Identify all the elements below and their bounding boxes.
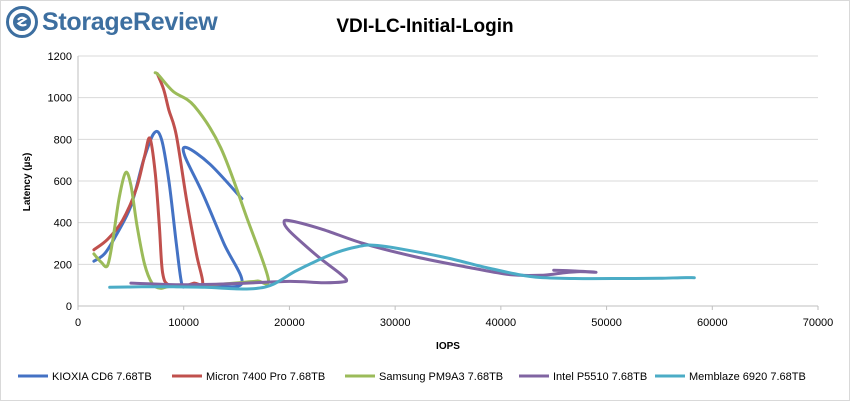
y-tick-label: 600	[54, 176, 72, 188]
chart-title: VDI-LC-Initial-Login	[336, 16, 513, 37]
y-tick-label: 0	[66, 301, 72, 313]
storagereview-logo-icon	[6, 6, 38, 38]
legend: KIOXIA CD6 7.68TB Micron 7400 Pro 7.68TB S…	[18, 371, 806, 383]
x-tick-label: 30000	[380, 317, 411, 329]
x-tick-label: 50000	[591, 317, 622, 329]
gridlines	[78, 55, 818, 307]
x-axis-label: IOPS	[436, 341, 460, 352]
legend-label-0: KIOXIA CD6 7.68TB	[52, 371, 152, 383]
y-axis-label: Latency (µs)	[22, 153, 33, 212]
axes	[77, 56, 819, 310]
legend-label-4: Memblaze 6920 7.68TB	[689, 371, 806, 383]
y-tick-label: 200	[54, 259, 72, 271]
legend-label-2: Samsung PM9A3 7.68TB	[379, 371, 503, 383]
x-tick-label: 60000	[697, 317, 728, 329]
x-tick-label: 40000	[486, 317, 517, 329]
x-tick-labels: 0 10000 20000 30000 40000 50000 60000 70000	[75, 317, 833, 329]
series-lines	[92, 71, 696, 291]
y-tick-label: 400	[54, 218, 72, 230]
x-tick-label: 0	[75, 317, 81, 329]
series-line-4	[108, 243, 696, 291]
y-tick-label: 1200	[48, 51, 72, 63]
y-tick-labels: 0 200 400 600 800 1000 1200	[48, 51, 72, 313]
x-tick-label: 70000	[803, 317, 834, 329]
y-tick-label: 1000	[48, 93, 72, 105]
y-tick-label: 800	[54, 134, 72, 146]
x-tick-label: 10000	[168, 317, 199, 329]
legend-label-3: Intel P5510 7.68TB	[553, 371, 647, 383]
logo-text: StorageReview	[42, 7, 218, 36]
x-tick-label: 20000	[274, 317, 305, 329]
series-line-3	[129, 218, 598, 287]
legend-label-1: Micron 7400 Pro 7.68TB	[206, 371, 325, 383]
storagereview-logo: StorageReview	[6, 5, 218, 39]
